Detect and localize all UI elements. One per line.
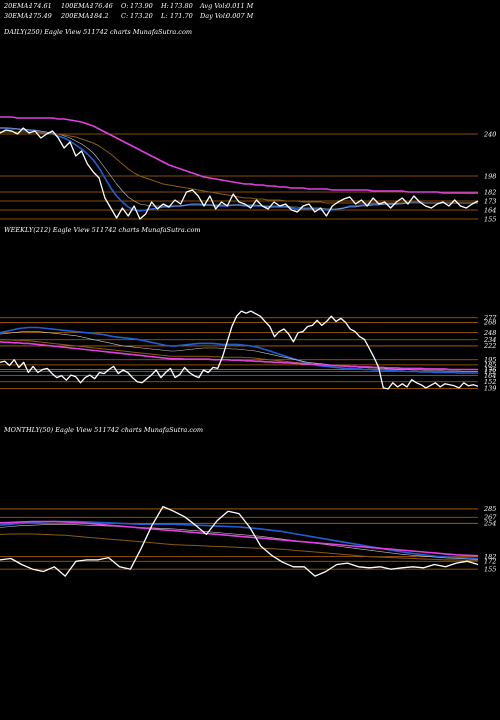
daily-ema-line (0, 116, 478, 194)
monthly-level-label: 182 (484, 553, 496, 561)
weekly-price-line (0, 310, 479, 390)
weekly-level-label: 139 (484, 385, 496, 393)
weekly-level-label: 176 (484, 366, 496, 374)
weekly-level-label: 185 (484, 361, 496, 369)
monthly-ema-line (0, 520, 479, 560)
weekly-ema-line (0, 341, 478, 371)
weekly-level-label: 222 (483, 342, 496, 350)
daily-level-label: 173 (484, 197, 496, 205)
daily-panel-title: DAILY(250) Eagle View 511742 charts Muna… (3, 28, 192, 36)
stat-dayvol-value: 0.007 M (226, 12, 254, 20)
monthly-level-label: 172 (484, 558, 496, 566)
monthly-price-line (0, 505, 479, 577)
monthly-level-label: 155 (484, 565, 496, 573)
weekly-level-label: 172 (484, 368, 496, 376)
weekly-level-label: 152 (484, 378, 496, 386)
stat-avgvol-value: 0.011 M (226, 2, 254, 10)
monthly-level-label: 267 (483, 514, 497, 522)
stat-30ema-label: 30EMA: (4, 12, 31, 20)
daily-level-label: 164 (484, 206, 496, 214)
daily-level-label: 182 (484, 188, 496, 196)
daily-ema-line (0, 131, 478, 204)
weekly-level-label: 248 (483, 329, 496, 337)
daily-level-label: 155 (484, 215, 496, 223)
header-stats: 20EMA: 174.61 100EMA: 176.46 O: 173.90 H… (3, 2, 254, 20)
monthly-level-label: 254 (483, 520, 496, 528)
stat-high-label: H: (160, 2, 169, 10)
daily-ema-line (0, 127, 478, 210)
weekly-level-label: 268 (483, 319, 496, 327)
monthly-ema-line (0, 520, 479, 557)
monthly-level-label: 285 (483, 505, 496, 513)
weekly-level-label: 234 (483, 336, 496, 344)
stat-20ema-label: 20EMA: (3, 2, 31, 10)
stat-100ema-label: 100EMA: (61, 2, 92, 10)
weekly-panel-title: WEEKLY(212) Eagle View 511742 charts Mun… (4, 226, 201, 234)
weekly-ema-line (0, 326, 478, 374)
stat-close-label: C: (121, 12, 128, 20)
stat-30ema-value: 175.49 (29, 12, 52, 20)
weekly-level-label: 195 (484, 356, 496, 364)
stat-200ema-value: 184.2 (90, 12, 109, 20)
weekly-level-label: 164 (484, 372, 496, 380)
daily-level-label: 240 (483, 130, 496, 138)
stat-low-label: L: (160, 12, 168, 20)
daily-price-line (0, 127, 479, 220)
stat-20ema-value: 174.61 (29, 2, 52, 10)
stat-open-value: 173.90 (130, 2, 153, 10)
stat-avgvol-label: Avg Vol: (199, 2, 227, 10)
daily-ema-line (0, 127, 478, 212)
monthly-ema-line (0, 524, 479, 560)
stat-high-value: 173.80 (170, 2, 193, 10)
weekly-level-label: 277 (483, 314, 497, 322)
monthly-panel-title: MONTHLY(50) Eagle View 511742 charts Mun… (3, 426, 203, 434)
stat-close-value: 173.20 (130, 12, 153, 20)
stat-low-value: 171.70 (170, 12, 193, 20)
stat-dayvol-label: Day Vol: (199, 12, 227, 20)
stat-100ema-value: 176.46 (90, 2, 113, 10)
stat-open-label: O: (121, 2, 129, 10)
stat-200ema-label: 200EMA: (60, 12, 92, 20)
daily-level-label: 198 (484, 172, 496, 180)
weekly-ema-line (0, 331, 478, 372)
monthly-ema-line (0, 533, 478, 561)
